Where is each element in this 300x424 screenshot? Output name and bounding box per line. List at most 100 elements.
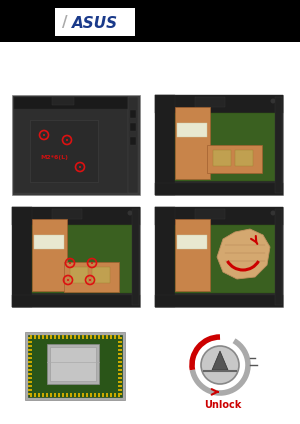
Bar [30, 120, 98, 182]
Circle shape [69, 262, 71, 264]
Bar [12, 207, 32, 307]
Bar [155, 183, 283, 195]
Bar [14, 97, 128, 193]
Bar [54, 393, 56, 397]
Bar [28, 385, 32, 387]
Bar [175, 113, 281, 181]
Bar [66, 335, 68, 339]
Bar [82, 393, 84, 397]
Bar [58, 393, 60, 397]
Bar [128, 97, 138, 193]
Bar [110, 393, 112, 397]
Bar [42, 335, 44, 339]
Bar [62, 393, 64, 397]
Bar [74, 393, 76, 397]
Bar [42, 393, 44, 397]
Bar [12, 95, 140, 195]
Bar [34, 235, 64, 249]
Bar [0, 0, 300, 42]
Polygon shape [217, 229, 270, 279]
Text: /: / [62, 16, 68, 31]
Bar [98, 393, 100, 397]
Bar [46, 393, 48, 397]
Bar [62, 335, 64, 339]
Text: ASUS: ASUS [72, 16, 118, 31]
Bar [114, 393, 116, 397]
Bar [118, 381, 122, 383]
Bar [175, 219, 210, 291]
Bar [92, 267, 110, 283]
Bar [28, 345, 32, 347]
Bar [28, 353, 32, 355]
Bar [118, 393, 122, 395]
Bar [235, 150, 253, 166]
Bar [78, 335, 80, 339]
Circle shape [271, 210, 275, 215]
Bar [12, 207, 140, 225]
Bar [118, 389, 122, 391]
Bar [74, 335, 76, 339]
Bar [118, 377, 122, 379]
Bar [28, 381, 32, 383]
Bar [118, 341, 122, 343]
Bar [70, 335, 72, 339]
Bar [82, 335, 84, 339]
Bar [118, 373, 122, 375]
Bar [106, 393, 108, 397]
Bar [52, 209, 82, 219]
Bar [28, 335, 122, 397]
Bar [118, 361, 122, 363]
Bar [177, 123, 207, 137]
Bar [28, 393, 32, 395]
Bar [50, 335, 52, 339]
Bar [132, 209, 139, 305]
Bar [12, 207, 140, 307]
Bar [130, 137, 136, 145]
Bar [70, 267, 88, 283]
Bar [50, 347, 96, 381]
Bar [28, 369, 32, 371]
Bar [70, 393, 72, 397]
Circle shape [271, 98, 275, 103]
Bar [213, 150, 231, 166]
Text: Unlock: Unlock [204, 400, 242, 410]
Bar [195, 97, 225, 107]
Bar [155, 95, 283, 195]
Circle shape [91, 262, 93, 264]
Bar [28, 341, 32, 343]
Bar [66, 393, 68, 397]
Bar [118, 385, 122, 387]
Bar [155, 95, 175, 195]
Bar [38, 393, 40, 397]
Bar [114, 335, 116, 339]
Circle shape [128, 210, 133, 215]
Bar [118, 337, 122, 339]
Bar [207, 145, 262, 173]
Circle shape [66, 139, 68, 141]
Bar [130, 123, 136, 131]
Bar [102, 393, 104, 397]
Bar [28, 365, 32, 367]
Bar [30, 393, 32, 397]
Bar [28, 349, 32, 351]
Bar [47, 344, 99, 384]
Bar [118, 365, 122, 367]
Bar [118, 369, 122, 371]
Bar [118, 349, 122, 351]
Bar [90, 335, 92, 339]
Bar [155, 207, 283, 307]
Bar [175, 225, 281, 293]
Bar [55, 8, 135, 36]
Bar [118, 393, 120, 397]
Bar [94, 335, 96, 339]
Circle shape [67, 279, 69, 281]
Circle shape [79, 166, 81, 168]
Bar [155, 207, 283, 225]
Bar [32, 219, 67, 291]
Bar [34, 335, 36, 339]
Bar [130, 110, 136, 118]
Bar [155, 95, 283, 113]
Bar [155, 207, 175, 307]
Bar [275, 97, 282, 193]
Bar [25, 332, 125, 400]
